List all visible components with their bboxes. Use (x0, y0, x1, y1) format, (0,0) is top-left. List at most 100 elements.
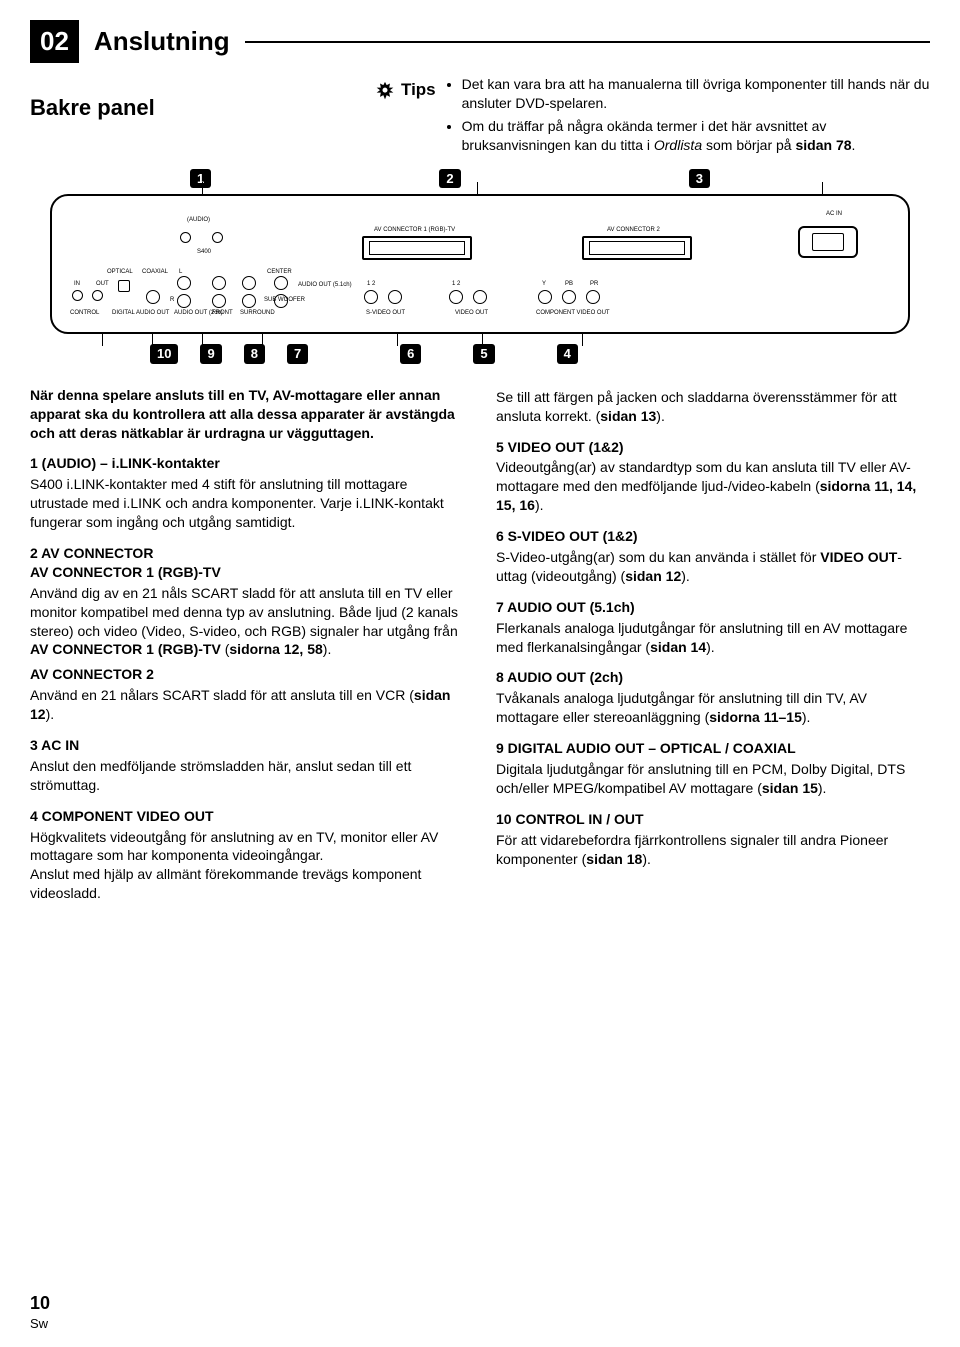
body-text: Högkvalitets videoutgång för anslutning … (30, 828, 464, 904)
item-subheading: AV CONNECTOR 2 (30, 665, 464, 684)
tips-list: Det kan vara bra att ha manualerna till … (446, 75, 930, 159)
chapter-header: 02 Anslutning (30, 20, 930, 63)
diagram-label: OUT (96, 280, 109, 288)
port-icon (274, 276, 288, 290)
diagram-label: PR (590, 280, 598, 288)
body-text: Flerkanals analoga ljudutgångar för ansl… (496, 619, 930, 657)
port-icon (586, 290, 600, 304)
tips-label: Tips (401, 79, 436, 102)
section-title: Bakre panel (30, 93, 375, 123)
item-heading: 1 (AUDIO) – i.LINK-kontakter (30, 454, 464, 473)
callout-number: 10 (150, 344, 178, 364)
callout-number: 1 (190, 169, 211, 189)
ac-inlet-icon (798, 226, 858, 258)
callout-row-top: 1 2 3 (190, 169, 710, 189)
chapter-title: Anslutning (94, 24, 230, 59)
body-text: S-Video-utgång(ar) som du kan använda i … (496, 548, 930, 586)
diagram-label: AC IN (826, 210, 842, 218)
diagram-label: CENTER (267, 268, 292, 276)
scart-port-icon (582, 236, 692, 260)
diagram-label: R (170, 296, 174, 304)
diagram-label: Y (542, 280, 546, 288)
diagram-label: S400 (197, 248, 211, 256)
body-text: Anslut den medföljande strömsladden här,… (30, 757, 464, 795)
diagram-label: FRONT (212, 309, 233, 317)
body-text: Se till att färgen på jacken och sladdar… (496, 388, 930, 426)
port-icon (242, 294, 256, 308)
callout-number: 5 (473, 344, 494, 364)
diagram-label: (AUDIO) (187, 216, 210, 224)
callout-row-bottom: 10 9 8 7 6 5 4 (150, 344, 930, 364)
callout-number: 7 (287, 344, 308, 364)
diagram-label: SURROUND (240, 309, 275, 317)
port-icon (212, 232, 223, 243)
port-icon (212, 294, 226, 308)
diagram-label: SUB WOOFER (264, 296, 305, 304)
body-text: För att vidarebefordra fjärrkontrollens … (496, 831, 930, 869)
port-icon (118, 280, 130, 292)
port-icon (364, 290, 378, 304)
callout-number: 3 (689, 169, 710, 189)
diagram-label: L (179, 268, 182, 276)
diagram-label: AUDIO OUT (5.1ch) (298, 281, 352, 289)
tips-item: Det kan vara bra att ha manualerna till … (462, 75, 930, 113)
port-icon (562, 290, 576, 304)
diagram-label: AV CONNECTOR 2 (607, 226, 660, 234)
callout-number: 9 (200, 344, 221, 364)
header-divider (245, 41, 930, 43)
body-text: Videoutgång(ar) av standardtyp som du ka… (496, 458, 930, 515)
body-text: S400 i.LINK-kontakter med 4 stift för an… (30, 475, 464, 532)
item-heading: 2 AV CONNECTOR (30, 544, 464, 563)
body-text: Använd dig av en 21 nåls SCART sladd för… (30, 584, 464, 660)
item-heading: 8 AUDIO OUT (2ch) (496, 668, 930, 687)
diagram-label: 1 2 (367, 280, 375, 288)
chapter-number: 02 (30, 20, 79, 63)
left-column: När denna spelare ansluts till en TV, AV… (30, 386, 464, 903)
diagram-label: PB (565, 280, 573, 288)
tips-item: Om du träffar på några okända termer i d… (462, 117, 930, 155)
port-icon (180, 232, 191, 243)
port-icon (212, 276, 226, 290)
diagram-label: S-VIDEO OUT (366, 309, 405, 317)
port-icon (538, 290, 552, 304)
port-icon (242, 276, 256, 290)
diagram-label: OPTICAL (107, 268, 133, 276)
item-subheading: AV CONNECTOR 1 (RGB)-TV (30, 563, 464, 582)
lead-text: När denna spelare ansluts till en TV, AV… (30, 386, 464, 443)
body-text: Digitala ljudutgångar för anslutning til… (496, 760, 930, 798)
tips-badge: Tips (375, 79, 436, 102)
port-icon (177, 294, 191, 308)
diagram-label: IN (74, 280, 80, 288)
diagram-label: 1 2 (452, 280, 460, 288)
content-columns: När denna spelare ansluts till en TV, AV… (30, 386, 930, 903)
rear-panel-diagram: (AUDIO) S400 AV CONNECTOR 1 (RGB)-TV AV … (50, 194, 910, 334)
diagram-label: CONTROL (70, 309, 99, 317)
callout-number: 4 (557, 344, 578, 364)
port-icon (146, 290, 160, 304)
item-heading: 3 AC IN (30, 736, 464, 755)
diagram-label: AV CONNECTOR 1 (RGB)-TV (374, 226, 455, 234)
item-heading: 4 COMPONENT VIDEO OUT (30, 807, 464, 826)
callout-number: 6 (400, 344, 421, 364)
diagram-label: DIGITAL AUDIO OUT (112, 309, 169, 317)
page-footer: 10 Sw (30, 1291, 50, 1333)
port-icon (388, 290, 402, 304)
port-icon (72, 290, 83, 301)
page-language: Sw (30, 1315, 50, 1333)
scart-port-icon (362, 236, 472, 260)
item-heading: 5 VIDEO OUT (1&2) (496, 438, 930, 457)
callout-number: 8 (244, 344, 265, 364)
item-heading: 9 DIGITAL AUDIO OUT – OPTICAL / COAXIAL (496, 739, 930, 758)
diagram-label: COMPONENT VIDEO OUT (536, 309, 610, 317)
port-icon (92, 290, 103, 301)
diagram-label: VIDEO OUT (455, 309, 488, 317)
port-icon (473, 290, 487, 304)
item-heading: 6 S-VIDEO OUT (1&2) (496, 527, 930, 546)
right-column: Se till att färgen på jacken och sladdar… (496, 386, 930, 903)
callout-number: 2 (439, 169, 460, 189)
port-icon (177, 276, 191, 290)
body-text: Använd en 21 nålars SCART sladd för att … (30, 686, 464, 724)
lightbulb-icon (375, 81, 395, 101)
port-icon (449, 290, 463, 304)
diagram-label: COAXIAL (142, 268, 168, 276)
